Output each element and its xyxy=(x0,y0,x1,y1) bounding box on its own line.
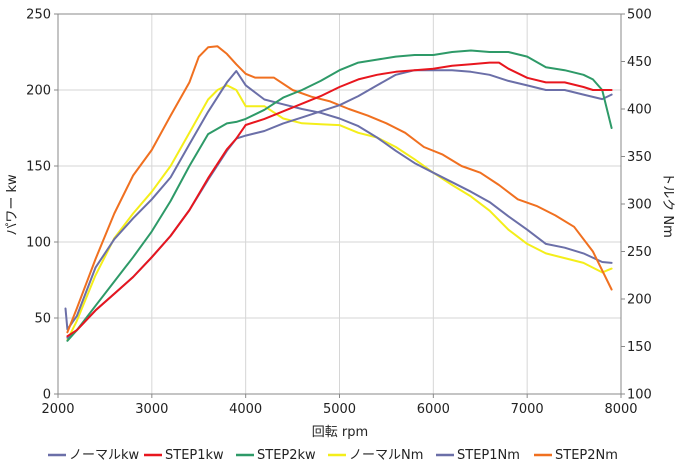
x-tick-label: 7000 xyxy=(511,402,544,417)
left-axis-title: パワー kw xyxy=(5,174,20,236)
right-tick-label: 250 xyxy=(627,245,652,260)
x-axis-ticks: 2000 3000 4000 5000 6000 7000 8000 xyxy=(41,394,638,417)
right-tick-label: 150 xyxy=(627,340,652,355)
right-tick-label: 300 xyxy=(627,198,652,213)
left-tick-label: 250 xyxy=(26,8,51,23)
x-tick-label: 3000 xyxy=(135,402,168,417)
series-line-2 xyxy=(66,61,613,338)
left-tick-label: 200 xyxy=(26,84,51,99)
left-tick-label: 0 xyxy=(43,388,51,403)
legend-label: ノーマルNm xyxy=(349,448,423,463)
x-tick-label: 4000 xyxy=(229,402,262,417)
right-tick-label: 200 xyxy=(627,293,652,308)
legend-label: STEP2kw xyxy=(257,448,316,463)
x-tick-label: 2000 xyxy=(41,402,74,417)
series-line-3 xyxy=(66,49,613,342)
legend-label: STEP1Nm xyxy=(457,448,520,463)
right-tick-label: 500 xyxy=(627,8,652,23)
left-tick-label: 100 xyxy=(26,236,51,251)
x-axis-title: 回転 rpm xyxy=(312,425,368,440)
left-tick-label: 150 xyxy=(26,160,51,175)
legend-label: STEP1kw xyxy=(165,448,224,463)
right-axis-ticks: 100 150 200 250 300 350 400 450 500 xyxy=(621,8,652,403)
series-line-5 xyxy=(64,70,613,331)
series-layer xyxy=(64,45,613,342)
right-tick-label: 400 xyxy=(627,103,652,118)
right-axis-title: トルク Nm xyxy=(660,172,675,238)
left-axis-ticks: 0 50 100 150 200 250 xyxy=(26,8,58,403)
left-tick-label: 50 xyxy=(34,312,51,327)
series-line-6 xyxy=(66,45,613,334)
legend-label: ノーマルkw xyxy=(69,448,140,463)
x-tick-label: 6000 xyxy=(417,402,450,417)
right-tick-label: 350 xyxy=(627,150,652,165)
x-tick-label: 5000 xyxy=(323,402,356,417)
legend: ノーマルkw STEP1kw STEP2kw ノーマルNm STEP1Nm STEP2Nm xyxy=(48,448,618,463)
series-line-4 xyxy=(66,84,613,341)
x-tick-label: 8000 xyxy=(604,402,637,417)
right-tick-label: 450 xyxy=(627,55,652,70)
right-tick-label: 100 xyxy=(627,388,652,403)
legend-label: STEP2Nm xyxy=(555,448,618,463)
